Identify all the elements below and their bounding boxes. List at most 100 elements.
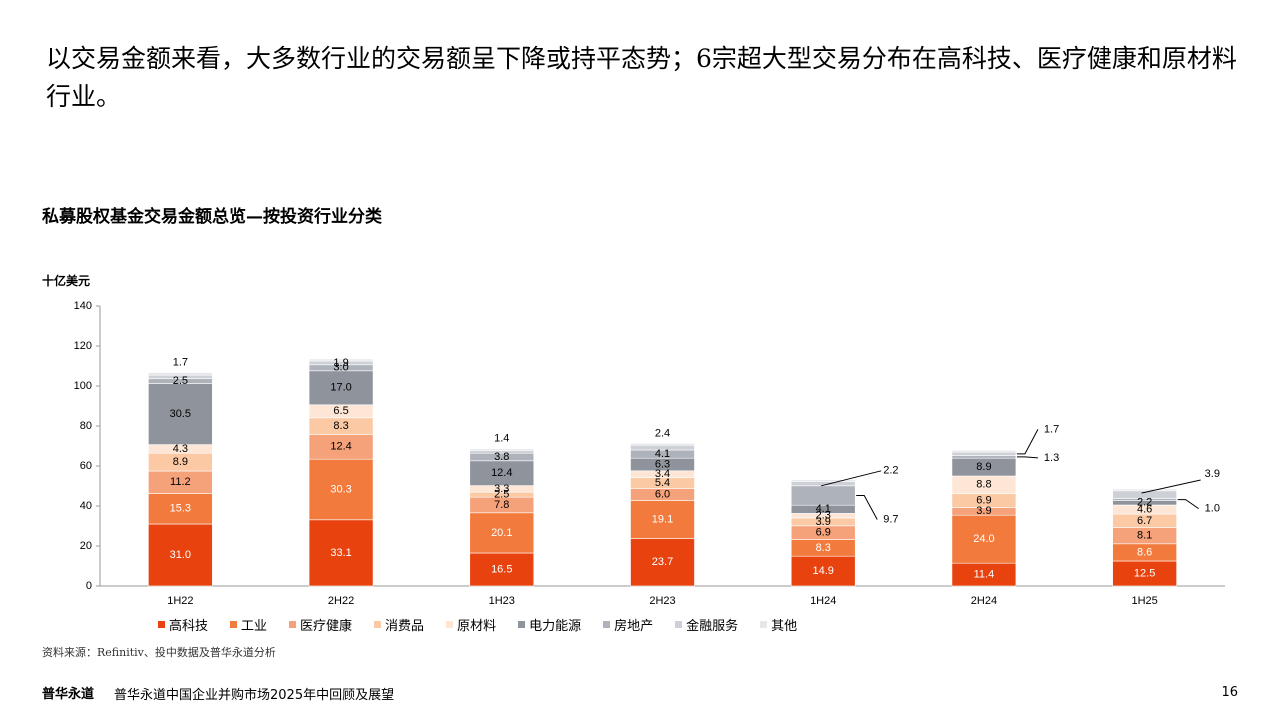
legend-item: 电力能源 (518, 615, 581, 634)
x-tick-label: 1H24 (810, 595, 836, 607)
bar-segment (1112, 488, 1177, 492)
data-label: 33.1 (330, 547, 351, 559)
x-tick-label: 2H24 (971, 595, 997, 607)
data-label: 11.2 (170, 476, 191, 488)
bar-segment (148, 383, 213, 445)
bar-segment (630, 538, 695, 587)
data-label: 14.9 (813, 565, 834, 577)
legend-swatch (230, 621, 238, 628)
data-label: 24.0 (973, 533, 994, 545)
data-label: 2.2 (1137, 497, 1152, 509)
legend-label: 消费品 (385, 619, 425, 634)
source-note: 资料来源：Refinitiv、投中数据及普华永道分析 (42, 646, 276, 659)
data-label: 8.3 (816, 542, 831, 554)
data-label: 15.3 (170, 503, 191, 515)
data-label: 8.8 (976, 479, 991, 491)
data-label: 3.0 (333, 362, 348, 374)
data-label: 8.3 (333, 420, 348, 432)
footer-report-title: 普华永道中国企业并购市场2025年中回顾及展望 (114, 688, 395, 703)
data-label: 11.4 (974, 569, 995, 581)
data-label: 3.4 (655, 468, 670, 480)
bar-segment (308, 434, 374, 460)
legend-item: 原材料 (446, 615, 496, 634)
data-label: 17.0 (330, 382, 351, 394)
data-label: 23.7 (652, 556, 673, 568)
bar-segment (308, 519, 374, 587)
data-label: 1.3 (1044, 452, 1059, 464)
callout-leader-line (821, 470, 882, 487)
data-label: 1.0 (1205, 503, 1220, 515)
data-label: 8.1 (1137, 530, 1152, 542)
chart-title: 私募股权基金交易金额总览—按投资行业分类 (42, 207, 382, 227)
y-tick-label: 100 (74, 380, 92, 392)
stacked-bar-chart: 0 20 40 60 80 100 120 140 1H22 31.0 15.3 11.2 8.9 4.3… (74, 300, 1225, 607)
bar-segment (630, 500, 695, 539)
data-label: 2.5 (173, 375, 188, 387)
bar-segment (951, 450, 1017, 453)
bar-segment (790, 555, 856, 587)
data-label: 3.9 (816, 516, 831, 528)
legend-swatch (675, 621, 683, 628)
data-label: 2.2 (883, 465, 898, 477)
bar-segment (790, 479, 856, 482)
data-label: 6.9 (816, 527, 831, 539)
data-label: 3.9 (976, 505, 991, 517)
bar-segment (951, 514, 1017, 564)
data-label: 1.4 (494, 433, 509, 445)
data-label: 30.3 (330, 483, 351, 495)
data-label: 6.9 (976, 494, 991, 506)
data-label: 2.4 (655, 427, 670, 439)
data-label: 6.5 (333, 405, 348, 417)
data-label: 31.0 (170, 549, 191, 561)
y-tick-label: 140 (74, 300, 92, 312)
legend-label: 其他 (771, 619, 798, 634)
y-tick-label: 20 (80, 540, 92, 552)
legend-label: 工业 (241, 619, 268, 634)
data-label: 2.5 (494, 489, 509, 501)
bar-segment (951, 451, 1017, 456)
bar-segment (148, 372, 213, 376)
x-tick-label: 1H25 (1131, 595, 1157, 607)
bar-segment (469, 460, 535, 486)
data-label: 4.3 (173, 443, 188, 455)
y-tick-label: 120 (74, 340, 92, 352)
legend-swatch (603, 621, 611, 628)
legend-label: 医疗健康 (300, 619, 353, 634)
bar-segment (308, 458, 374, 521)
bar-segment (469, 512, 535, 554)
chart-legend: 高科技 工业 医疗健康 消费品 原材料 电力能源 房地产 金融服务 其他 (158, 615, 819, 634)
y-tick-label: 40 (80, 500, 92, 512)
data-label: 3.8 (494, 451, 509, 463)
data-label: 20.1 (491, 527, 512, 539)
x-tick-label: 1H22 (167, 595, 193, 607)
x-tick-label: 1H23 (489, 595, 515, 607)
data-label: 6.7 (1137, 515, 1152, 527)
legend-item: 房地产 (603, 615, 653, 634)
bar-segment (469, 448, 535, 451)
legend-item: 消费品 (374, 615, 424, 634)
data-label: 2.3 (816, 510, 831, 522)
legend-swatch (158, 621, 165, 628)
data-label: 8.9 (976, 461, 991, 473)
bar-segment (308, 370, 374, 406)
callout-leader-line (1141, 479, 1201, 494)
data-label: 8.6 (1137, 546, 1152, 558)
legend-item: 其他 (760, 615, 797, 634)
legend-label: 房地产 (614, 619, 654, 634)
y-axis-unit-label: 十亿美元 (42, 274, 91, 288)
legend-label: 电力能源 (529, 619, 582, 634)
y-tick-label: 0 (86, 580, 92, 592)
data-label: 1.7 (173, 357, 188, 369)
data-label: 12.4 (330, 441, 351, 453)
legend-swatch (289, 621, 297, 628)
callout-leader-line (1016, 429, 1039, 455)
data-label: 1.7 (1044, 423, 1059, 435)
bar-segment (1112, 560, 1177, 587)
x-tick-label: 2H23 (649, 595, 675, 607)
footer-brand: 普华永道 (42, 687, 95, 702)
x-tick-label: 2H22 (328, 595, 354, 607)
y-tick-label: 60 (80, 460, 92, 472)
y-tick-label: 80 (80, 420, 92, 432)
data-label: 16.5 (491, 563, 512, 575)
bar-segment (951, 455, 1017, 459)
